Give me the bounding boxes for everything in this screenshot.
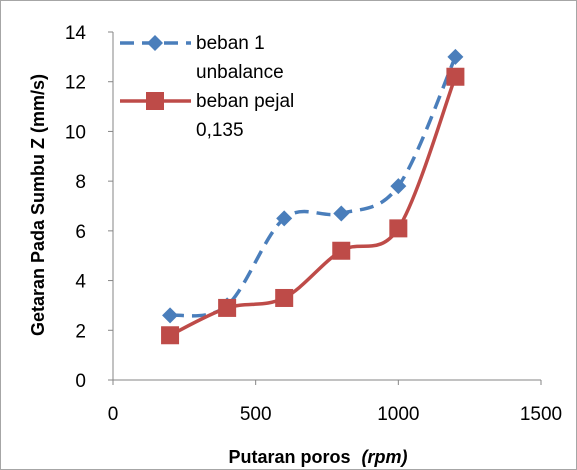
y-tick-label: 10: [65, 122, 86, 143]
y-tick-label: 2: [75, 321, 86, 342]
y-tick-label: 12: [65, 73, 86, 94]
y-axis-ticks: 0 2 4 6 8 10 12 14: [65, 23, 113, 392]
x-tick-label: 500: [240, 404, 272, 425]
legend-label: unbalance: [196, 62, 284, 83]
y-tick-label: 4: [75, 272, 86, 293]
series-layer: [161, 48, 465, 345]
data-point-square: [161, 326, 180, 345]
data-point-square: [446, 67, 465, 86]
data-point-diamond: [333, 205, 350, 222]
data-point-square: [218, 298, 237, 317]
data-point-diamond: [390, 178, 407, 195]
x-axis-title: Putaran poros (rpm): [228, 447, 407, 467]
data-point-square: [275, 288, 294, 307]
legend-label: beban 1: [196, 33, 265, 54]
data-point-diamond: [162, 307, 179, 324]
series-2: [161, 67, 465, 345]
series-line: [169, 76, 458, 337]
legend-entry-1: beban 1 unbalance: [120, 33, 284, 83]
legend: beban 1 unbalance beban pejal 0,135: [120, 33, 294, 141]
y-tick-label: 6: [75, 222, 86, 243]
y-tick-label: 0: [75, 371, 86, 392]
data-point-square: [389, 219, 408, 238]
legend-label: 0,135: [196, 120, 244, 141]
legend-entry-2: beban pejal 0,135: [120, 91, 294, 141]
x-axis-title-label: Putaran poros: [228, 447, 350, 467]
data-point-diamond: [447, 48, 464, 65]
x-tick-label: 1000: [377, 404, 419, 425]
plot-area: [112, 32, 541, 381]
legend-label: beban pejal: [196, 91, 294, 112]
data-point-square: [332, 241, 351, 260]
series-line: [169, 56, 458, 318]
x-axis-ticks: 0 500 1000 1500: [108, 380, 562, 425]
x-tick-label: 1500: [520, 404, 562, 425]
data-point-diamond: [276, 210, 293, 227]
y-tick-label: 8: [75, 172, 86, 193]
legend-marker-square: [146, 92, 164, 110]
x-tick-label: 0: [108, 404, 119, 425]
legend-marker-diamond: [147, 35, 163, 51]
y-tick-label: 14: [65, 23, 87, 44]
y-axis-title: Getaran Pada Sumbu Z (mm/s): [28, 74, 48, 336]
x-axis-title-unit: (rpm): [362, 447, 408, 467]
